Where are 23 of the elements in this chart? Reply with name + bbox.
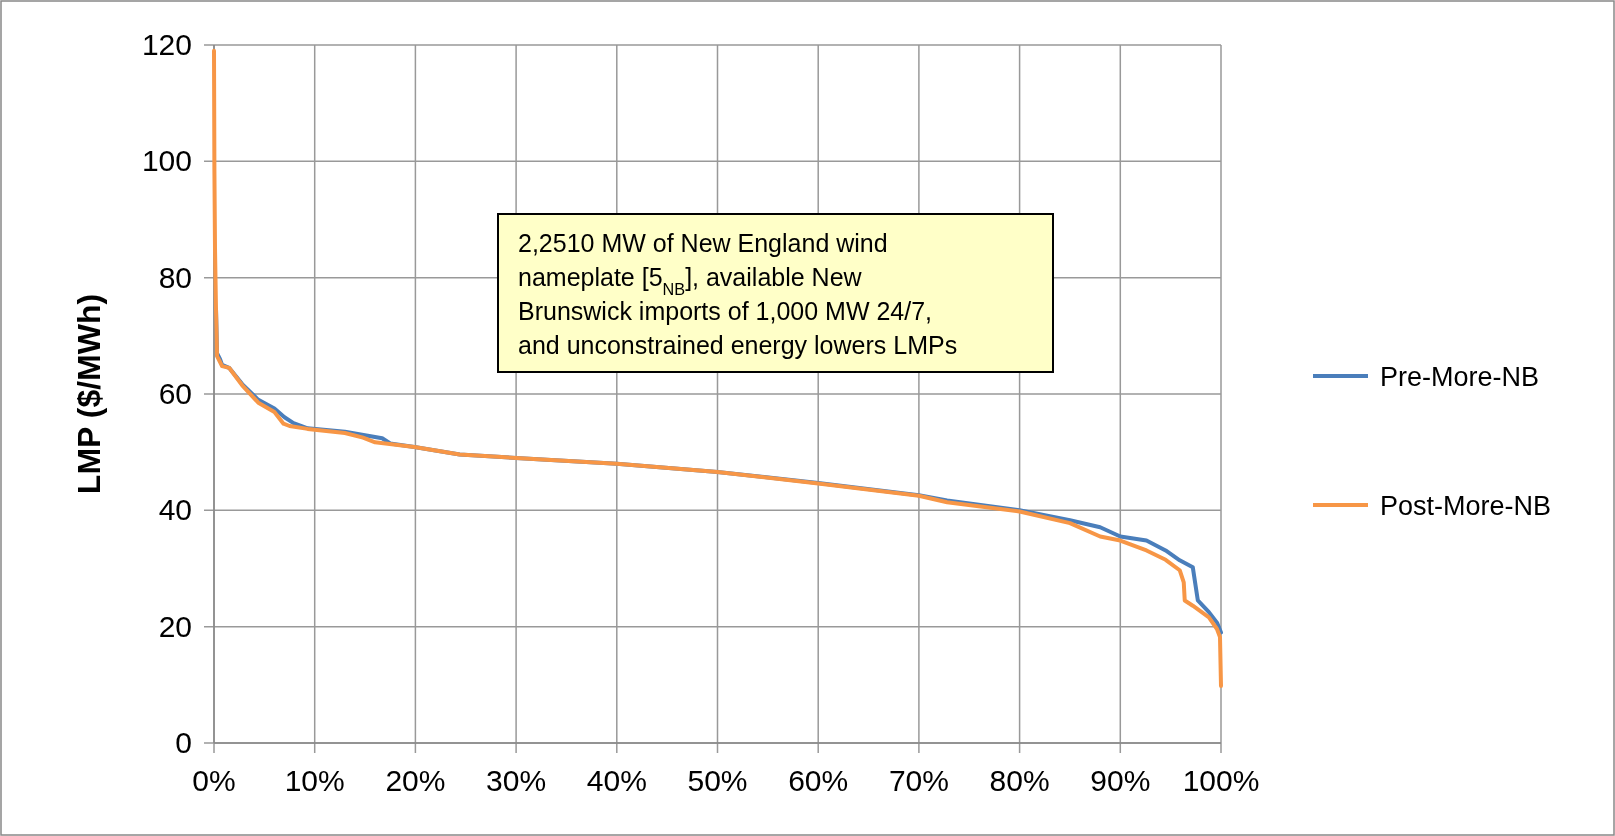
x-tick-label: 100% bbox=[1182, 764, 1260, 797]
annotation: 2,2510 MW of New England wind nameplate [5$_{NB}$], available New Brunswick imports of 1,000 MW 24/7, and unconstrained energy lowers LMPs bbox=[518, 229, 958, 359]
legend-label: Pre-More-NB bbox=[1380, 362, 1540, 392]
x-tick-label: 90% bbox=[1090, 764, 1151, 797]
y-tick-label: 120 bbox=[141, 28, 192, 61]
x-tick-label: 60% bbox=[788, 764, 849, 797]
x-tick-label: 70% bbox=[888, 764, 949, 797]
legend-label: Post-More-NB bbox=[1380, 491, 1552, 521]
x-tick-label: 0% bbox=[192, 764, 236, 797]
y-tick-label: 60 bbox=[158, 377, 192, 410]
y-tick-label: 0 bbox=[175, 726, 192, 759]
y-tick-label: 20 bbox=[158, 609, 192, 643]
y-tick-label: 100 bbox=[141, 144, 192, 178]
x-tick-label: 10% bbox=[284, 764, 345, 797]
x-tick-label: 50% bbox=[687, 764, 748, 797]
x-tick-label: 30% bbox=[486, 764, 547, 797]
y-tick-label: 80 bbox=[158, 260, 192, 294]
x-tick-label: 40% bbox=[586, 764, 647, 797]
x-tick-label: 80% bbox=[989, 764, 1050, 797]
y-axis-title: LMP ($/MWh) bbox=[71, 293, 107, 495]
line-series bbox=[212, 48, 1223, 688]
x-tick-label: 20% bbox=[385, 764, 446, 797]
y-tick-label: 40 bbox=[158, 493, 192, 527]
